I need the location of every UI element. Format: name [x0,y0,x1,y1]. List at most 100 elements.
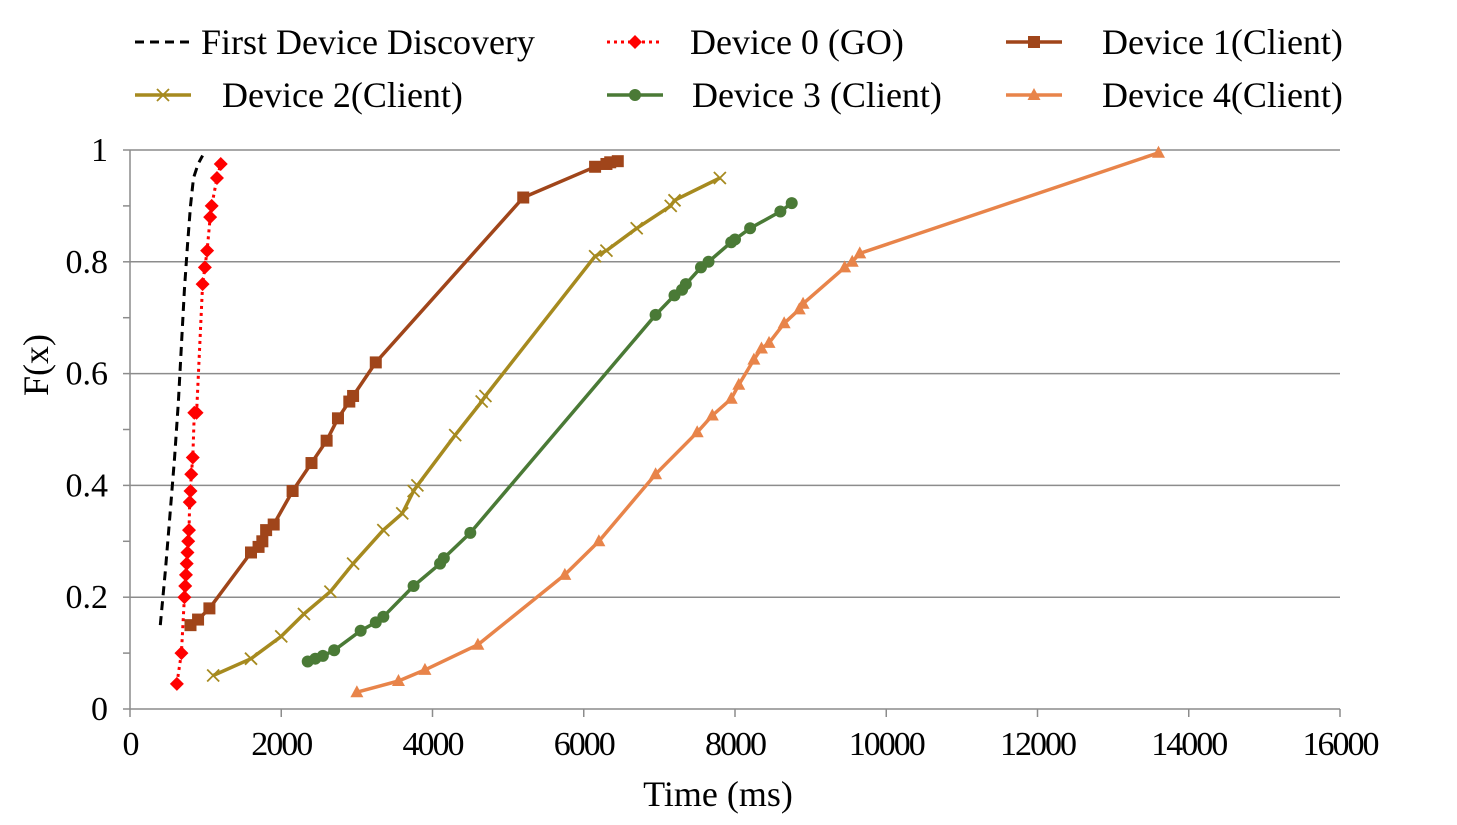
legend-marker [1027,88,1041,100]
data-point [323,584,338,599]
legend: First Device Discovery Device 0 (GO) Devic… [135,22,1343,115]
data-point [729,233,741,246]
data-point [478,389,493,403]
y-tick-label: 0.6 [66,356,109,393]
data-point [204,198,219,213]
series-0 [158,154,204,626]
data-point [838,260,852,273]
data-point [182,495,197,510]
legend-entry-1: Device 0 (GO) [607,22,904,62]
legend-label: Device 4(Client) [1102,75,1343,115]
data-point [713,171,727,185]
data-point [169,676,184,691]
x-tick-label: 10000 [849,726,925,763]
series-lines [158,145,1165,698]
data-point [774,205,787,218]
data-point [437,552,450,565]
legend-entry-2: Device 1(Client) [1006,22,1343,62]
data-point [286,484,299,497]
data-point [377,610,390,623]
y-axis-title: F(x) [16,334,56,396]
data-point [649,308,662,321]
data-point [184,467,199,482]
data-point [213,156,228,171]
data-point [354,624,367,637]
data-point [667,193,682,207]
data-point [464,526,477,539]
data-point [762,335,776,348]
legend-entry-0: First Device Discovery [135,22,535,62]
y-tick-label: 0 [91,691,108,728]
data-point [589,160,602,173]
data-point [558,567,572,580]
data-point [177,590,192,605]
series-line [158,154,204,626]
y-tick-label: 1 [91,132,108,169]
data-point [724,391,738,404]
series-5 [350,145,1165,698]
x-axis-title: Time (ms) [643,774,793,814]
data-point [785,197,798,210]
data-point [679,278,692,291]
legend-entry-5: Device 4(Client) [1006,75,1343,115]
data-point [274,629,288,643]
data-point [777,316,791,329]
x-tick-label: 4000 [403,726,464,763]
legend-marker [156,88,170,102]
data-point [350,685,364,698]
legend-entry-3: Device 2(Client) [135,75,463,115]
data-point [599,243,614,258]
series-2 [184,155,624,632]
legend-marker [628,35,642,49]
data-point [391,674,405,687]
data-point [732,377,746,390]
data-point [754,341,768,354]
data-point [305,457,318,470]
data-point [203,602,216,615]
data-point [267,518,280,531]
legend-label: Device 0 (GO) [690,22,904,62]
data-point [347,389,360,402]
data-point [174,646,189,661]
legend-label: Device 2(Client) [222,75,463,115]
data-point [690,425,704,438]
data-point [592,534,606,547]
data-point [203,210,218,225]
data-point [649,467,663,480]
legend-marker [1028,36,1040,48]
data-point [702,255,715,268]
data-point [179,556,194,571]
x-tick-label: 6000 [554,726,615,763]
data-point [192,613,205,626]
data-point [328,644,341,657]
series-3 [206,171,727,683]
data-point [406,484,421,498]
data-point [1152,145,1165,158]
data-point [630,221,644,235]
legend-label: First Device Discovery [201,22,535,62]
data-point [206,668,220,683]
data-point [517,191,530,204]
axes: 0 0.2 0.4 0.6 0.8 1 0 2000 4000 6000 8000 10000 1200… [66,132,1381,763]
data-point [183,483,198,498]
data-point [853,246,867,259]
data-point [178,579,193,594]
grid-lines [130,149,1340,598]
data-point [796,296,810,309]
data-point [410,478,425,493]
data-point [448,428,462,442]
series-1 [169,156,228,691]
data-point [200,243,215,258]
series-4 [301,197,798,668]
data-point [588,249,602,263]
series-line [307,201,793,664]
data-point [418,662,432,675]
x-tick-label: 14000 [1151,726,1227,763]
legend-label: Device 3 (Client) [692,75,942,115]
x-tick-label: 12000 [1000,726,1076,763]
data-point [395,506,409,520]
data-point [316,649,329,662]
data-point [744,222,757,235]
data-point [180,545,195,560]
